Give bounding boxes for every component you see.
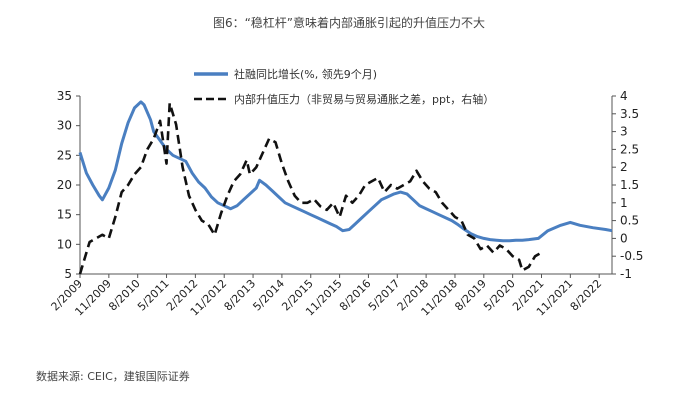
source-note: 数据来源: CEIC，建银国际证券 (36, 370, 190, 383)
x-tick-label: 8/2010 (106, 277, 143, 314)
right-tick-label: 0 (620, 231, 628, 245)
x-tick-label: 5/2020 (481, 277, 518, 314)
chart-title: 图6：“稳杠杆”意味着内部通胀引起的升值压力不大 (212, 16, 486, 30)
series-line-internal-pressure (78, 101, 543, 275)
right-tick-label: 4 (620, 89, 628, 103)
x-tick-label: 8/2013 (222, 277, 259, 314)
left-tick-label: 20 (57, 178, 72, 192)
legend-label-internal-pressure: 内部升值压力（非贸易与贸易通胀之差，ppt，右轴） (234, 92, 494, 106)
right-tick-label: 1.5 (620, 178, 639, 192)
left-tick-label: 5 (64, 267, 72, 281)
legend-label-social-financing: 社融同比增长(%, 领先9个月) (234, 67, 377, 81)
x-tick-label: 8/2016 (337, 277, 374, 314)
left-tick-label: 10 (57, 237, 72, 251)
left-tick-label: 15 (57, 208, 72, 222)
x-tick-label: 5/2017 (366, 277, 403, 314)
left-tick-label: 25 (57, 148, 72, 162)
right-tick-label: 2.5 (620, 142, 639, 156)
x-tick-label: 8/2022 (568, 277, 605, 314)
left-tick-label: 30 (57, 119, 72, 133)
right-tick-label: 0.5 (620, 214, 639, 228)
right-tick-label: -0.5 (620, 249, 643, 263)
right-tick-label: 3 (620, 125, 628, 139)
right-tick-label: 1 (620, 196, 628, 210)
x-tick-label: 5/2014 (250, 277, 287, 314)
right-tick-label: 3.5 (620, 107, 639, 121)
x-tick-label: 5/2011 (135, 277, 172, 314)
right-tick-label: -1 (620, 267, 632, 281)
x-tick-label: 8/2019 (452, 277, 489, 314)
left-tick-label: 35 (57, 89, 72, 103)
right-tick-label: 2 (620, 160, 628, 174)
